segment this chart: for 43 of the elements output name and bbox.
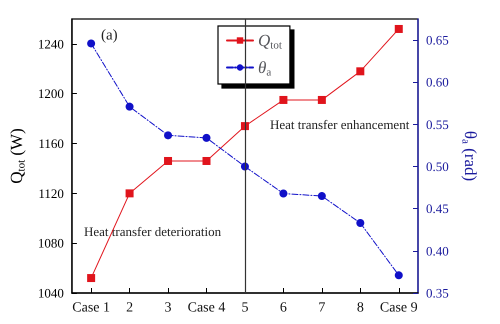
annotation: Heat transfer deterioration [84,224,222,239]
x-tick-label: 3 [164,300,172,316]
annotation: Heat transfer enhancement [270,117,410,132]
point [356,219,364,228]
y2-tick-label: 0.50 [426,159,449,174]
y2-axis-title: θa (rad) [460,130,480,182]
y-tick-label: 1040 [38,286,64,300]
x-tick-label: 8 [356,300,364,316]
point [87,274,96,282]
point [164,156,172,165]
point [126,102,134,111]
y-tick-label: 1160 [38,136,64,152]
x-tick-label: Case 9 [380,300,418,316]
point [202,156,210,165]
y2-tick-label: 0.55 [426,116,449,132]
y-tick-label: 1200 [38,86,64,102]
point [279,190,288,198]
x-tick-label: Case 4 [188,300,226,316]
y2-tick-label: 0.65 [426,32,449,48]
y-tick-label: 1080 [38,236,64,251]
y-tick-label: 1240 [38,36,64,52]
point [394,24,403,33]
y2-tick-label: 0.60 [426,74,449,90]
point [318,192,326,200]
point [279,96,288,104]
point [394,271,403,280]
point [164,131,172,140]
y-axis-title: Qtot (W) [7,128,28,184]
x-tick-label: 2 [126,300,134,316]
y2-tick-label: 0.45 [426,201,449,216]
y2-tick-label: 0.40 [426,243,449,258]
point [202,134,210,142]
point [126,189,134,198]
x-tick-label: 5 [241,300,248,316]
point [87,39,96,48]
point [318,96,326,104]
point [356,67,364,76]
annotation: (a) [101,28,118,44]
x-tick-label: Case 1 [72,300,110,316]
y2-tick-label: 0.35 [426,286,449,300]
x-tick-label: 6 [280,300,287,316]
y-tick-label: 1120 [38,186,64,201]
x-tick-label: 7 [318,300,326,316]
